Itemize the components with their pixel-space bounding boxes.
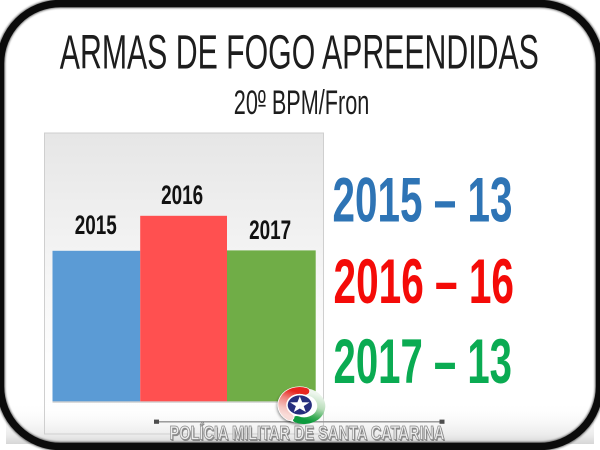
svg-text:ARMAS DE FOGO APREENDIDAS: ARMAS DE FOGO APREENDIDAS [60,27,539,80]
svg-text:2015 – 13: 2015 – 13 [333,166,513,236]
svg-text:2017 – 13: 2017 – 13 [334,327,513,397]
svg-text:POLÍCIA MILITAR DE SANTA CATAR: POLÍCIA MILITAR DE SANTA CATARINA [170,423,445,445]
svg-text:2015: 2015 [75,210,117,240]
svg-text:2016: 2016 [161,180,203,210]
svg-text:20º BPM/Fron: 20º BPM/Fron [234,84,369,122]
svg-text:POLÍCIA MILITAR DE SANTA CATAR: POLÍCIA MILITAR DE SANTA CATARINA [171,424,446,446]
svg-text:2016 – 16: 2016 – 16 [334,247,515,317]
svg-text:2017: 2017 [249,215,291,245]
